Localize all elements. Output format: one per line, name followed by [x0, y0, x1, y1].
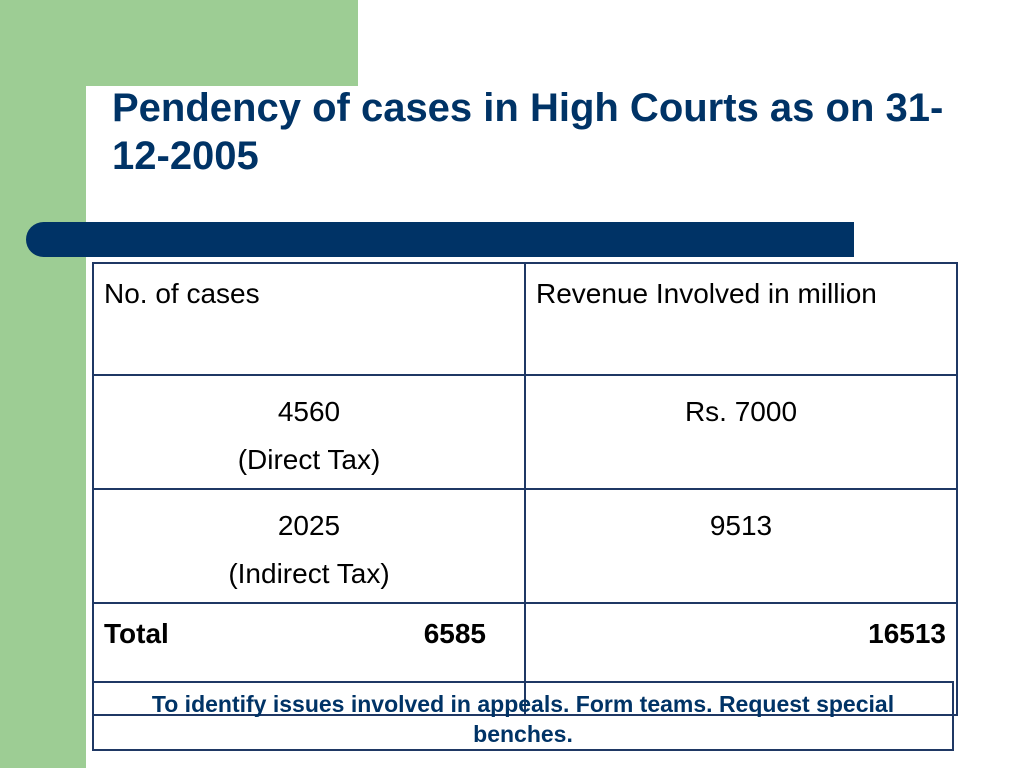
header-revenue: Revenue Involved in million	[524, 262, 958, 376]
header-cases: No. of cases	[92, 262, 526, 376]
revenue-cell: 9513	[524, 488, 958, 604]
total-cases-cell: Total 6585	[92, 602, 526, 716]
action-note: To identify issues involved in appeals. …	[92, 681, 954, 751]
total-cases: 6585	[423, 618, 486, 649]
cases-cell: 4560 (Direct Tax)	[92, 374, 526, 490]
cases-cell: 2025 (Indirect Tax)	[92, 488, 526, 604]
cases-type: (Indirect Tax)	[228, 558, 390, 589]
table-row: 2025 (Indirect Tax) 9513	[92, 488, 958, 604]
green-side-band	[0, 0, 86, 768]
cases-count: 2025	[277, 510, 341, 541]
table-header-row: No. of cases Revenue Involved in million	[92, 262, 958, 376]
pendency-table: No. of cases Revenue Involved in million…	[92, 262, 958, 716]
table-row: 4560 (Direct Tax) Rs. 7000	[92, 374, 958, 490]
revenue-cell: Rs. 7000	[524, 374, 958, 490]
cases-count: 4560	[277, 396, 341, 427]
cases-type: (Direct Tax)	[237, 444, 381, 475]
green-top-band	[86, 0, 358, 86]
title-divider-bar	[26, 222, 854, 257]
total-row: Total 6585 16513	[92, 602, 958, 716]
total-revenue: 16513	[524, 602, 958, 716]
total-label: Total	[104, 618, 169, 649]
slide-title: Pendency of cases in High Courts as on 3…	[112, 86, 944, 178]
